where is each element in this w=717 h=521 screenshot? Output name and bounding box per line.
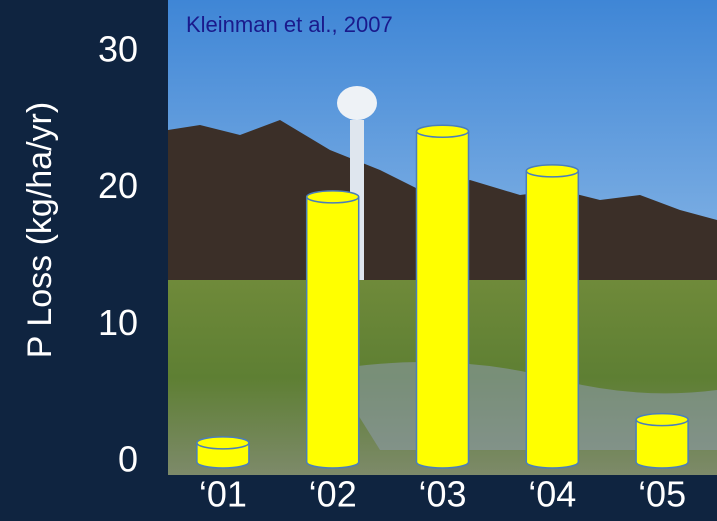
bar-cap [305,190,360,204]
bar-side [415,131,470,462]
bar [636,419,689,462]
bar [416,131,469,462]
y-tick-label: 0 [118,439,138,480]
bar-side [635,419,689,462]
y-tick-label: 10 [98,302,138,343]
x-tick-label: ‘03 [418,474,466,515]
x-tick-label: ‘04 [528,474,576,515]
y-tick-label: 20 [98,165,138,206]
bar [526,170,579,462]
bar-side [305,196,360,462]
bar-cap [525,164,580,178]
bar-side [196,442,250,462]
annotation: Kleinman et al., 2007 [186,12,393,37]
bar [306,196,359,462]
x-tick-label: ‘02 [309,474,357,515]
tower-tank [337,86,377,120]
bar-cap [635,412,689,427]
x-tick-label: ‘01 [199,474,247,515]
bar-cap [415,124,470,139]
x-tick-label: ‘05 [638,474,686,515]
y-tick-label: 30 [98,29,138,70]
bar-cap [196,436,250,450]
y-axis-label: P Loss (kg/ha/yr) [21,102,59,358]
bar-side [525,170,580,462]
